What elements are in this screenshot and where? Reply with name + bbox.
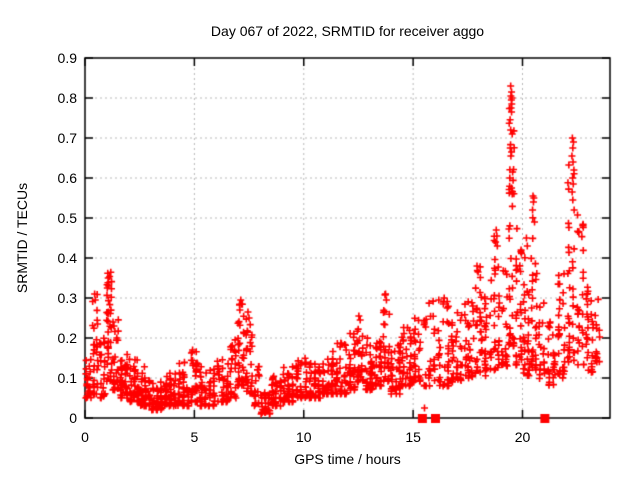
y-tick-label: 0.3	[57, 290, 77, 306]
y-tick-label: 0.7	[57, 130, 77, 146]
y-tick-label: 0	[69, 410, 77, 426]
x-tick-label: 0	[81, 429, 89, 445]
x-axis-title: GPS time / hours	[294, 451, 401, 467]
y-tick-label: 0.4	[57, 250, 77, 266]
y-tick-label: 0.6	[57, 170, 77, 186]
y-axis-title: SRMTID / TECUs	[14, 182, 30, 294]
x-tick-label: 5	[190, 429, 199, 445]
y-tick-label: 0.8	[57, 90, 77, 106]
x-tick-label: 10	[295, 429, 312, 445]
y-tick-label: 0.5	[57, 210, 77, 226]
x-tick-label: 15	[405, 429, 421, 445]
y-tick-label: 0.1	[57, 370, 77, 386]
chart-title: Day 067 of 2022, SRMTID for receiver agg…	[210, 23, 485, 39]
y-tick-label: 0.2	[57, 330, 77, 346]
x-tick-label: 20	[514, 429, 531, 445]
y-tick-label: 0.9	[57, 50, 77, 66]
